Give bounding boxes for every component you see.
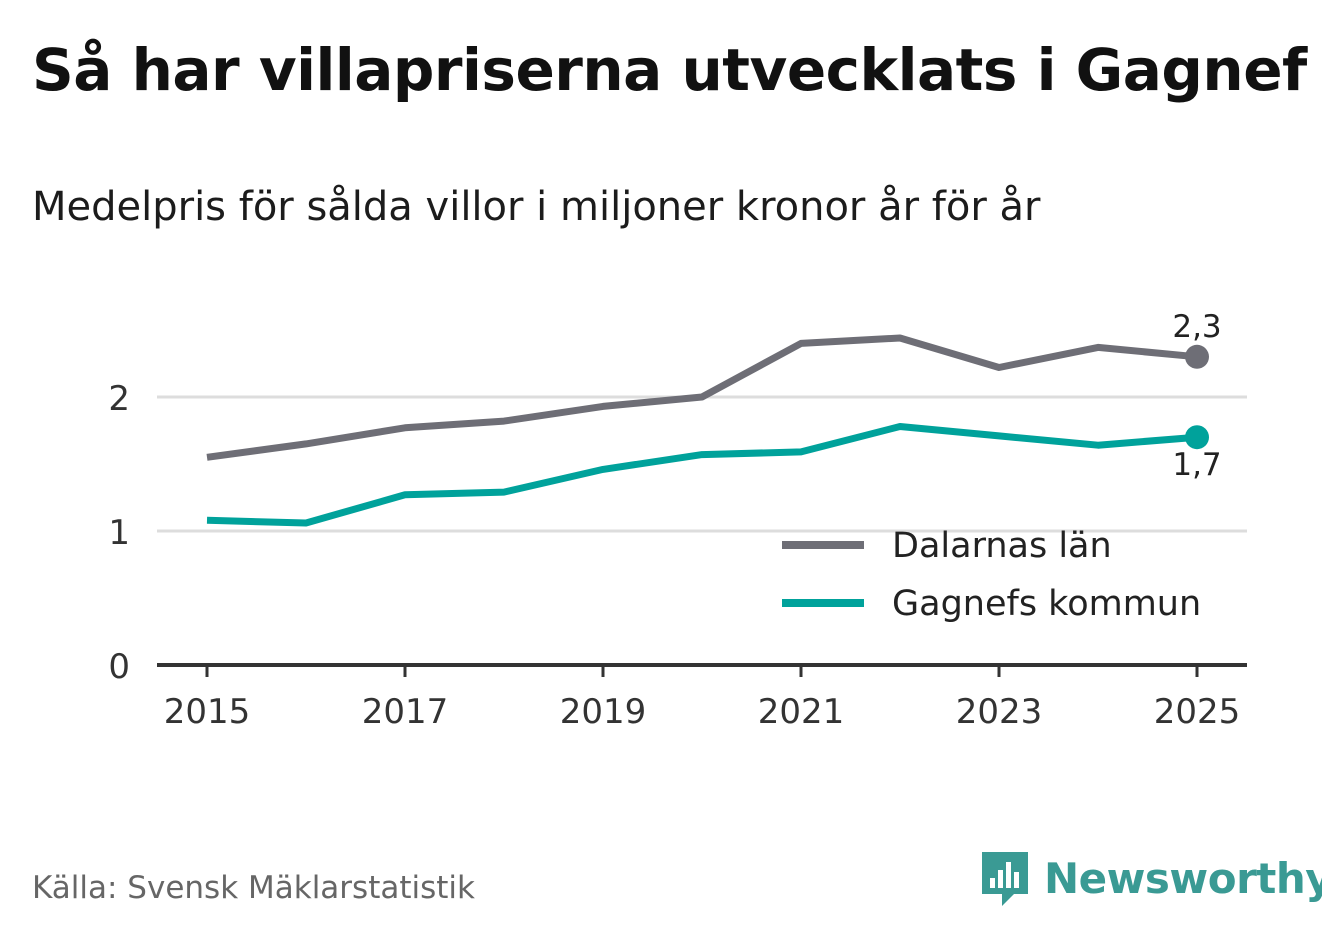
y-tick-label-0: 0	[108, 647, 130, 687]
newsworthy-logo-icon	[982, 852, 1028, 906]
chart-title: Så har villapriserna utvecklats i Gagnef	[32, 36, 1307, 104]
x-tick-label-2017: 2017	[362, 692, 449, 732]
end-value-label-dalarnas-lan: 2,3	[1172, 309, 1221, 345]
x-tick-label-2019: 2019	[560, 692, 647, 732]
end-value-label-gagnefs-kommun: 1,7	[1172, 447, 1221, 483]
legend-label-dalarnas-lan: Dalarnas län	[892, 526, 1112, 566]
x-tick-label-2023: 2023	[956, 692, 1043, 732]
series-end-point-dalarnas-lan	[1185, 344, 1209, 369]
x-tick-label-2021: 2021	[758, 692, 845, 732]
brand-name: Newsworthy	[1044, 853, 1322, 903]
source-note: Källa: Svensk Mäklarstatistik	[32, 870, 475, 906]
brand-logo: Newsworthy	[980, 848, 1322, 908]
series-line-gagnefs-kommun	[206, 423, 1198, 527]
x-tick-label-2015: 2015	[164, 692, 251, 732]
series-line-dalarnas-lan	[206, 334, 1198, 461]
series-end-point-gagnefs-kommun	[1185, 425, 1209, 450]
chart-subtitle: Medelpris för sålda villor i miljoner kr…	[32, 184, 1041, 230]
y-tick-label-1: 1	[108, 513, 130, 553]
line-chart: 0 1 2 2015 2017 2019 2021 2023 2025 2,3 1,7 Dalarna…	[108, 309, 1247, 732]
x-tick-label-2025: 2025	[1154, 692, 1241, 732]
y-tick-label-2: 2	[108, 379, 130, 419]
legend-label-gagnefs-kommun: Gagnefs kommun	[892, 584, 1201, 624]
